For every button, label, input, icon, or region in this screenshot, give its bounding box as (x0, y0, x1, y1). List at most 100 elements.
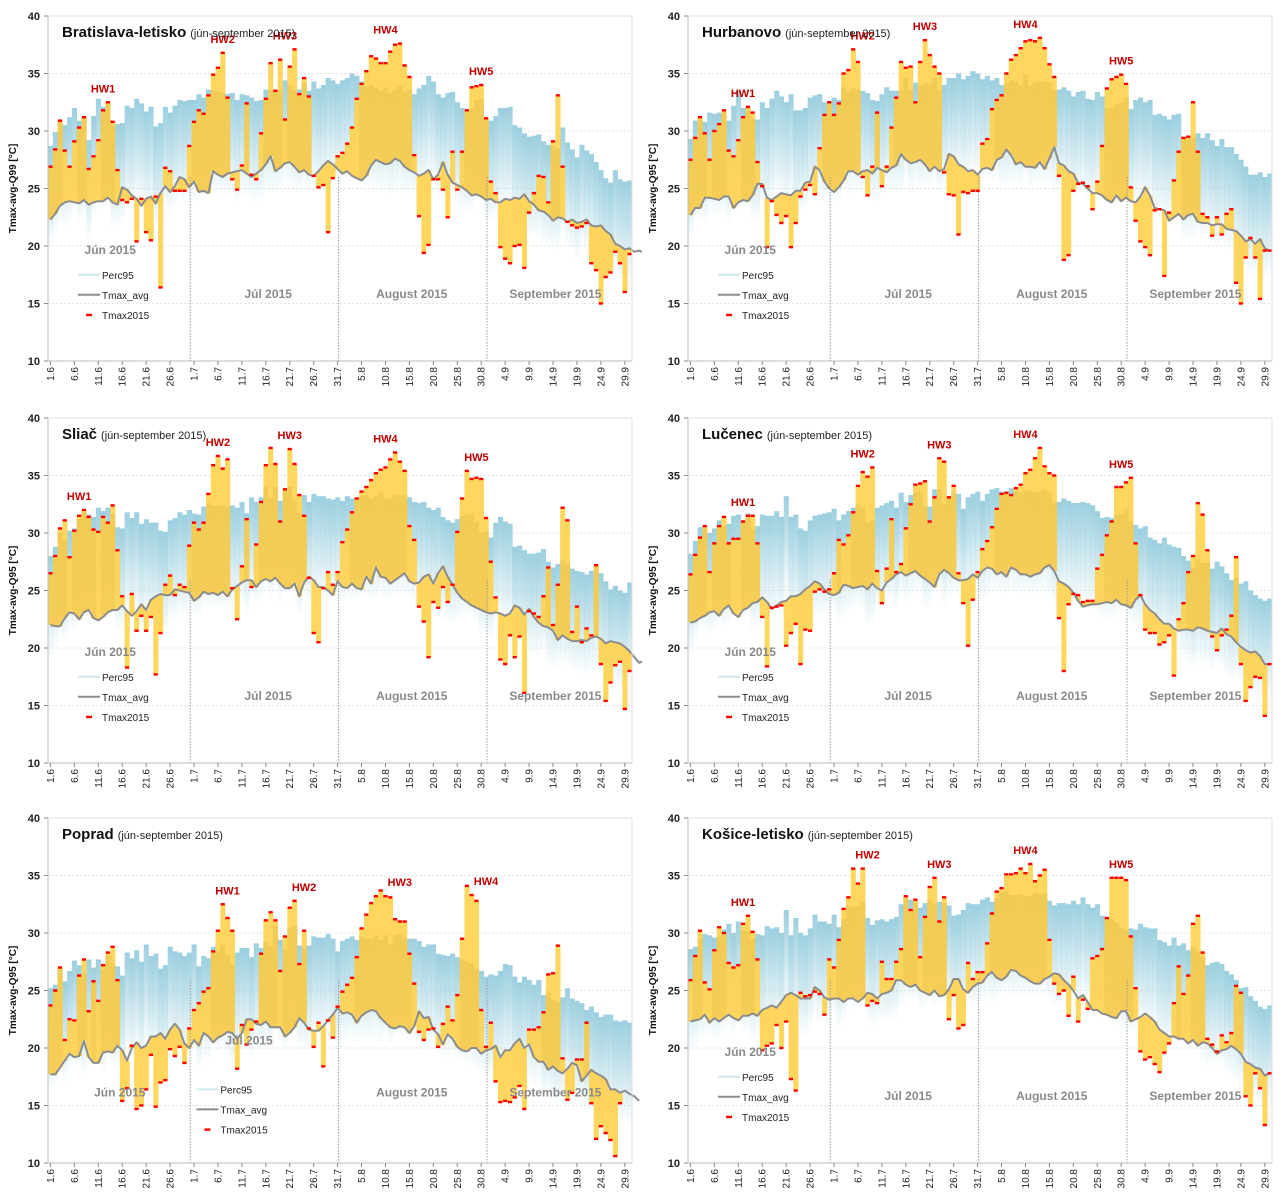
tmax2015-marker (134, 240, 139, 243)
x-tick-label: 15.8 (1045, 367, 1056, 387)
perc95-bar (507, 523, 513, 628)
perc95-bar (1056, 89, 1062, 194)
perc95-bar (426, 944, 432, 1048)
tmax2015-marker (1253, 256, 1258, 259)
tmax2015-marker (388, 896, 393, 899)
tmax2015-marker (230, 178, 235, 181)
overlap-bar (850, 907, 856, 999)
perc95-bar (119, 122, 125, 227)
perc95-bar (884, 503, 890, 607)
anomaly-bar (469, 895, 475, 1048)
overlap-bar (402, 938, 408, 1028)
tmax2015-marker (536, 615, 541, 619)
tmax2015-marker (736, 537, 741, 540)
anomaly-bar (234, 1038, 240, 1069)
overlap-bar (1114, 922, 1120, 1019)
tmax2015-marker (258, 500, 264, 504)
perc95-bar (627, 1022, 633, 1127)
x-tick-label: 20.8 (429, 1169, 440, 1189)
tmax2015-marker (622, 707, 627, 711)
x-tick-label: 29.9 (620, 1169, 631, 1189)
tmax2015-marker (961, 190, 966, 194)
anomaly-bar (735, 965, 741, 1021)
anomaly-bar (735, 538, 741, 617)
station-panel-1: 10 15 20 25 30 35 40 Tmax-avg-Q95 [°C] HW1 HW2 HW3… (640, 0, 1282, 400)
tmax2015-marker (779, 604, 784, 607)
anomaly-bar (1224, 213, 1230, 229)
anomaly-bar (711, 131, 718, 199)
anomaly-bar (831, 114, 837, 192)
overlap-bar (936, 489, 943, 575)
perc95-bar (430, 81, 437, 186)
anomaly-bar (407, 953, 413, 1034)
heatwave-label: HW4 (474, 876, 499, 888)
tmax2015-marker (278, 58, 283, 61)
perc95-bar (306, 945, 312, 1050)
overlap-bar (268, 946, 274, 1028)
tmax2015-marker (345, 528, 350, 531)
overlap-bar (692, 554, 698, 622)
overlap-bar (373, 935, 379, 1012)
tmax2015-marker (450, 583, 455, 586)
anomaly-bar (167, 575, 173, 596)
tmax2015-marker (191, 1008, 197, 1012)
overlap-bar (912, 102, 919, 163)
anomaly-bar (750, 515, 756, 604)
anomaly-bar (1051, 973, 1057, 984)
anomaly-bar (493, 597, 499, 613)
perc95-bar (622, 592, 628, 697)
x-tick-label: 4.9 (1141, 1169, 1152, 1183)
perc95-bar (1238, 583, 1244, 688)
perc95-bar (316, 937, 322, 1042)
overlap-bar (908, 910, 914, 988)
anomaly-bar (48, 1005, 54, 1075)
tmax2015-marker (1248, 236, 1253, 240)
tmax2015-marker (579, 1058, 584, 1061)
overlap-bar (402, 495, 408, 574)
station-name: Hurbanovo (702, 24, 782, 41)
month-label: August 2015 (376, 689, 448, 703)
tmax2015-marker (1133, 219, 1138, 222)
y-axis-label: Tmax-avg-Q95 [°C] (648, 144, 659, 234)
overlap-bar (191, 121, 197, 182)
tmax2015-marker (942, 171, 947, 174)
tmax2015-marker (937, 457, 942, 460)
anomaly-bar (702, 133, 708, 198)
tmax2015-marker (822, 113, 827, 117)
tmax2015-marker (48, 572, 53, 575)
anomaly-bar (263, 98, 269, 165)
tmax2015-marker (148, 239, 154, 242)
tmax2015-marker (712, 542, 717, 545)
overlap-bar (836, 539, 842, 593)
overlap-bar (387, 944, 393, 1028)
tmax2015-marker (860, 175, 865, 179)
perc95-bar (177, 99, 183, 204)
anomaly-bar (1142, 187, 1148, 248)
overlap-bar (893, 97, 899, 166)
tmax2015-marker (1253, 1072, 1258, 1075)
anomaly-bar (750, 931, 756, 1014)
anomaly-bar (311, 580, 317, 634)
tmax2015-marker (459, 150, 465, 153)
x-tick-label: 16.7 (901, 1169, 912, 1189)
tmax2015-marker (1095, 180, 1100, 183)
perc95-bar (1137, 923, 1144, 1028)
overlap-bar (927, 521, 933, 583)
perc95-bar (1224, 147, 1230, 251)
overlap-bar (464, 961, 470, 1052)
tmax2015-marker (196, 1001, 201, 1005)
tmax2015-marker (707, 988, 712, 991)
anomaly-bar (95, 140, 101, 202)
overlap-bar (1128, 521, 1134, 608)
perc95-bar (759, 514, 765, 619)
anomaly-bar (1008, 874, 1014, 970)
anomaly-bar (483, 518, 489, 613)
perc95-bar (1061, 87, 1067, 191)
overlap-bar (1042, 81, 1048, 169)
overlap-bar (52, 149, 58, 214)
perc95-bar (612, 170, 618, 274)
tmax2015-marker (1013, 486, 1018, 490)
tmax2015-marker (1262, 714, 1267, 718)
tmax2015-marker (1214, 649, 1220, 652)
overlap-bar (1233, 577, 1239, 643)
